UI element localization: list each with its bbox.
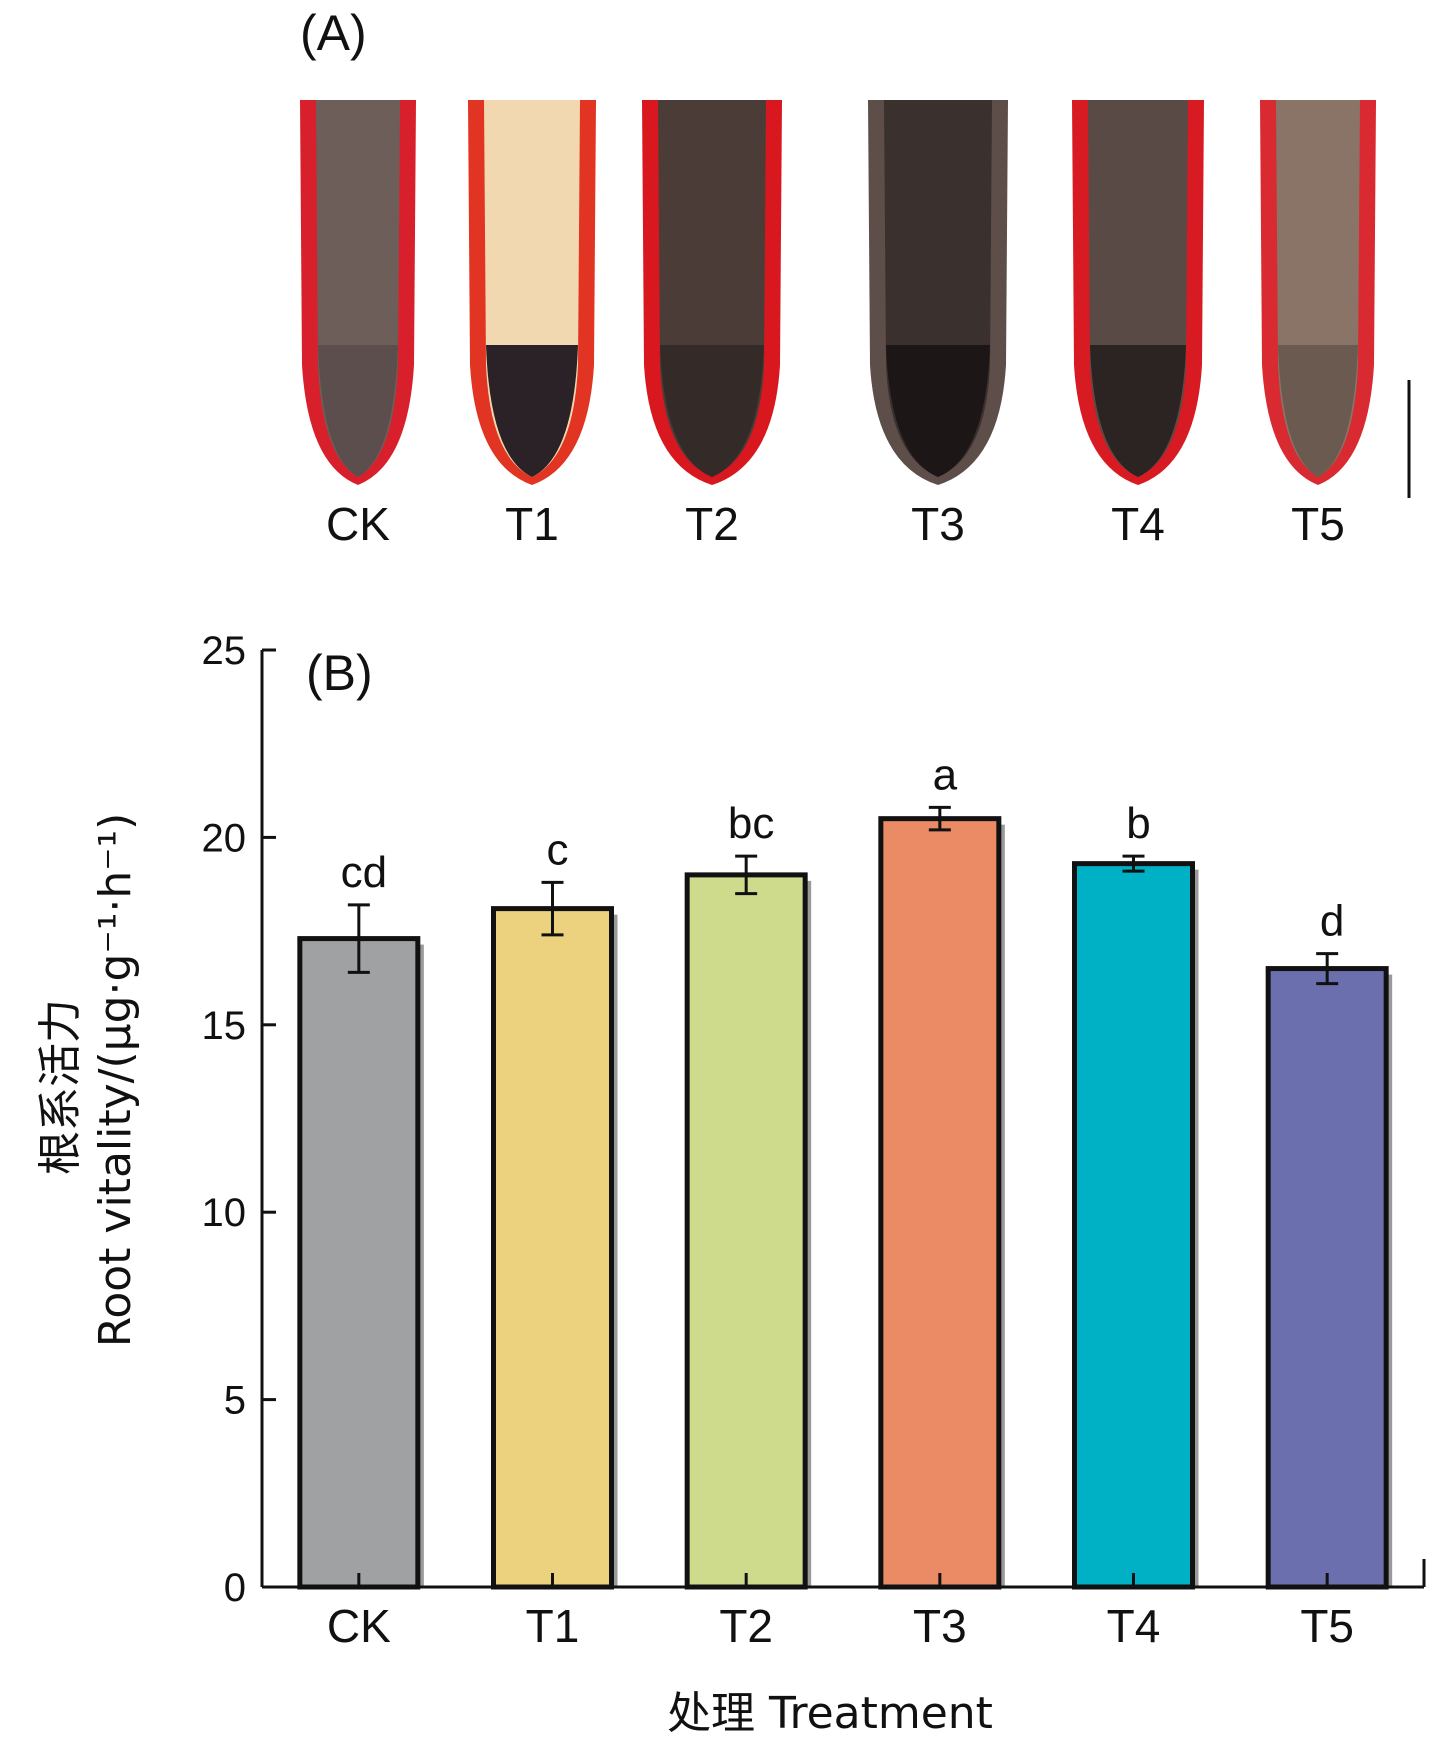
x-tick-label-t2: T2	[719, 1600, 773, 1652]
axes-group: CK T1 T2 T3 T4 T5 0 5 10 15 20 25	[202, 629, 1426, 1652]
bar-t1	[491, 906, 614, 1590]
bar-t3	[878, 816, 1002, 1590]
significance-label-t3: a	[933, 750, 958, 799]
error-bar-t3	[928, 805, 951, 832]
root-tip-zone	[1278, 345, 1358, 477]
root-tip-ck: CK	[300, 100, 416, 550]
panel-a-label: (A)	[300, 5, 367, 61]
y-axis-title-cn: 根系活力	[35, 999, 86, 1175]
y-tick-label-25: 25	[202, 629, 247, 673]
x-tick-label-t1: T1	[526, 1600, 580, 1652]
root-label-t4: T4	[1111, 498, 1165, 550]
root-tip-t4: T4	[1072, 100, 1204, 550]
error-bar-t2	[735, 854, 758, 896]
bar-ck	[297, 936, 421, 1590]
panel-a-root-images: (A) CK T1 T2 T3 T4 T5	[300, 5, 1411, 550]
bar-t4	[1072, 861, 1195, 1590]
root-tip-zone	[660, 345, 764, 477]
root-tip-t3: T3	[868, 100, 1008, 550]
root-tip-zone	[318, 345, 398, 477]
root-tip-zone	[486, 345, 578, 477]
error-bar-t4	[1122, 854, 1145, 873]
significance-label-ck: cd	[341, 848, 387, 897]
y-tick-label-15: 15	[202, 1004, 247, 1048]
significance-label-t5: d	[1320, 897, 1344, 946]
bars-group: cd c bc a b d	[297, 750, 1393, 1590]
root-tips-group: CK T1 T2 T3 T4 T5	[300, 100, 1376, 550]
root-tip-zone	[1090, 345, 1186, 477]
significance-label-t1: c	[547, 825, 569, 874]
bar-t2	[684, 872, 808, 1590]
x-tick-label-t5: T5	[1300, 1600, 1354, 1652]
x-tick-label-ck: CK	[327, 1600, 391, 1652]
root-tip-t5: T5	[1260, 100, 1376, 550]
root-label-t1: T1	[505, 498, 559, 550]
y-tick-label-10: 10	[202, 1191, 247, 1235]
root-tip-zone	[886, 345, 990, 477]
y-axis-title: 根系活力 Root vitality/(μg·g⁻¹·h⁻¹)	[35, 813, 141, 1348]
root-label-t5: T5	[1291, 498, 1345, 550]
significance-label-t4: b	[1126, 799, 1150, 848]
panel-b-bar-chart: (B) cd c bc a b d CK T1 T2 T3 T4 T5 0 5 10 15 20 25 根系活力…	[35, 629, 1426, 1739]
y-tick-label-20: 20	[202, 816, 247, 860]
root-label-t3: T3	[911, 498, 965, 550]
error-bar-ck	[347, 903, 370, 974]
y-axis-title-en: Root vitality/(μg·g⁻¹·h⁻¹)	[90, 813, 141, 1348]
root-tip-t2: T2	[642, 100, 782, 550]
error-bar-t1	[541, 880, 564, 937]
root-label-t2: T2	[685, 498, 739, 550]
x-tick-label-t4: T4	[1107, 1600, 1161, 1652]
error-bar-t5	[1316, 952, 1339, 986]
root-tip-t1: T1	[468, 100, 596, 550]
panel-b-label: (B)	[306, 645, 373, 701]
x-axis-title: 处理 Treatment	[667, 1688, 993, 1739]
root-label-ck: CK	[326, 498, 390, 550]
y-tick-label-5: 5	[224, 1379, 246, 1423]
bar-t5	[1265, 966, 1389, 1590]
significance-label-t2: bc	[728, 799, 774, 848]
x-tick-label-t3: T3	[913, 1600, 967, 1652]
y-tick-label-0: 0	[224, 1566, 246, 1610]
